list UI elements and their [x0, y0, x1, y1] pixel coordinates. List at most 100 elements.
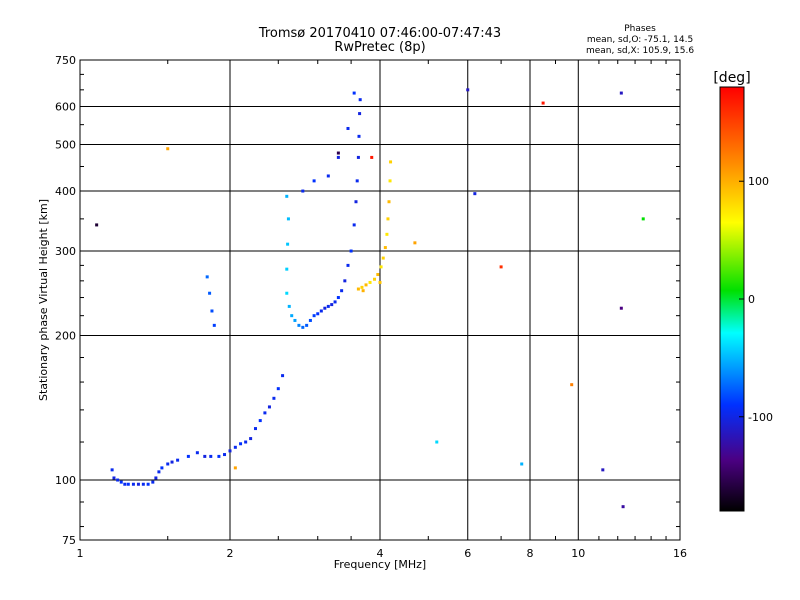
data-point-o [621, 505, 625, 509]
data-point-x [376, 273, 380, 277]
data-point-o [312, 314, 316, 318]
data-point-x [387, 200, 391, 204]
data-point-o [258, 419, 262, 423]
y-tick-label: 400 [55, 185, 76, 198]
data-point-o [346, 126, 350, 130]
data-point-o [312, 179, 316, 183]
data-point-o [157, 470, 161, 474]
data-point-o [352, 91, 356, 95]
data-point-o [160, 466, 164, 470]
data-point-o [326, 304, 330, 308]
data-point-x [541, 101, 545, 105]
x-tick-label: 1 [77, 547, 84, 560]
data-point-o [473, 192, 477, 196]
data-point-o [176, 458, 180, 462]
data-point-o [116, 478, 120, 482]
data-point-x [381, 256, 385, 260]
data-point-x [364, 283, 368, 287]
colorbar-ticks: 100 0 -100 [739, 175, 773, 424]
data-point-o [151, 480, 155, 484]
data-point-x [166, 147, 170, 151]
y-tick-label: 75 [62, 534, 76, 547]
data-point-o [352, 223, 356, 227]
data-point-o [297, 323, 301, 327]
data-point-o [186, 454, 190, 458]
data-point-o [336, 155, 340, 159]
data-point-o [286, 242, 290, 246]
data-point-o [343, 279, 347, 283]
chart-subtitle: RwPretec (8p) [334, 40, 426, 55]
data-point-x [336, 151, 340, 155]
chart-title: Tromsø 20170410 07:46:00-07:47:43 [258, 26, 502, 41]
data-point-o [166, 462, 170, 466]
data-point-x [361, 289, 365, 293]
data-point-o [203, 454, 207, 458]
y-tick-label: 100 [55, 474, 76, 487]
y-tick-label: 750 [55, 54, 76, 67]
y-tick-label: 200 [55, 330, 76, 343]
x-tick-label: 2 [227, 547, 234, 560]
y-tick-label: 300 [55, 245, 76, 258]
grid-layer [80, 60, 680, 540]
x-tick-label: 16 [673, 547, 687, 560]
data-point-o [356, 155, 360, 159]
data-point-x [95, 223, 99, 227]
data-point-o [276, 387, 280, 391]
data-point-x [386, 217, 390, 221]
data-point-o [123, 482, 127, 486]
data-point-o [146, 482, 150, 486]
data-point-o [239, 442, 243, 446]
data-point-x [370, 155, 374, 159]
phase-legend-line-o: mean, sd,O: -75.1, 14.5 [586, 35, 694, 45]
phase-legend: Phases mean, sd,O: -75.1, 14.5 mean, sd,… [560, 24, 720, 57]
data-point-o [319, 309, 323, 313]
data-point-o [346, 263, 350, 267]
data-point-x [499, 265, 503, 269]
data-point-o [316, 312, 320, 316]
data-point-x [233, 466, 237, 470]
data-point-x [356, 287, 360, 291]
colorbar-tick-label: 0 [748, 293, 755, 306]
data-point-o [286, 217, 290, 221]
x-tick-label: 6 [464, 547, 471, 560]
data-point-o [281, 374, 285, 378]
colorbar-tick-label: -100 [748, 411, 773, 424]
data-point-o [520, 462, 524, 466]
data-point-x [379, 265, 383, 269]
data-point-o [267, 405, 271, 409]
data-point-o [355, 179, 359, 183]
data-point-o [349, 249, 353, 253]
data-point-o [326, 174, 330, 178]
data-point-o [195, 451, 199, 455]
data-point-o [466, 88, 470, 92]
data-point-x [378, 280, 382, 284]
data-point-x [413, 241, 417, 245]
data-point-o [435, 440, 439, 444]
data-point-x [360, 285, 364, 289]
data-point-o [205, 275, 209, 279]
data-point-o [253, 427, 257, 431]
data-point-o [293, 318, 297, 322]
data-point-x [368, 280, 372, 284]
data-point-o [290, 314, 294, 318]
data-point-x [388, 179, 392, 183]
data-point-o [119, 480, 123, 484]
data-point-o [354, 200, 358, 204]
data-point-o [212, 323, 216, 327]
y-tick-label: 500 [55, 139, 76, 152]
data-point-o [336, 296, 340, 300]
data-point-o [358, 112, 362, 116]
data-point-o [323, 306, 327, 310]
data-point-o [249, 437, 253, 441]
data-point-o [301, 325, 305, 329]
data-point-o [209, 454, 213, 458]
data-point-o [210, 309, 214, 313]
data-point-x [373, 277, 377, 281]
y-axis-label: Stationary phase Virtual Height [km] [37, 199, 50, 401]
data-point-o [272, 396, 276, 400]
phase-legend-line-x: mean, sd,X: 105.9, 15.6 [585, 46, 695, 56]
data-point-o [136, 482, 140, 486]
data-point-o [619, 306, 623, 310]
data-point-x [383, 246, 387, 250]
